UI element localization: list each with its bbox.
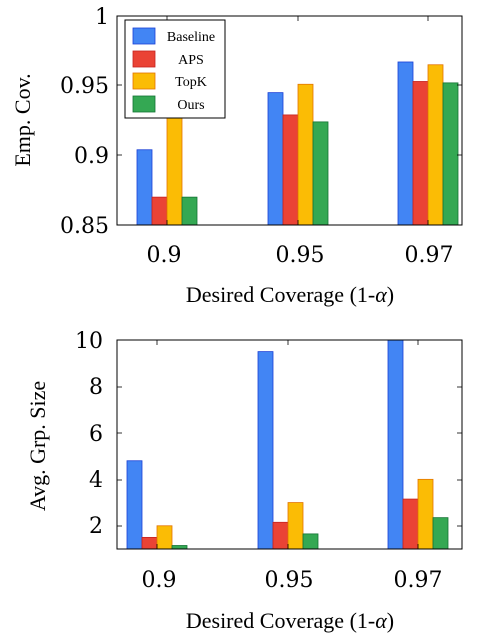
chart-emp-cov: 0.85 0.9 0.95 1 0.9 0.95 0.97 Emp. Cov. … [10,5,463,307]
bar-aps-0.95 [282,114,299,226]
y-tick-label: 0.85 [60,214,109,239]
chart-avg-grp-size: 2 4 6 8 10 0.9 0.95 0.97 Avg. Grp. Size … [25,329,463,633]
x-axis-title-close: ) [387,282,394,307]
y-tick-label: 0.9 [74,144,109,169]
legend-label-ours: Ours [177,98,204,113]
bar-aps-0.97 [412,81,429,226]
bar-ours-0.97 [432,517,449,550]
y-tick-label: 1 [95,5,109,30]
x-tick-label: 0.9 [142,568,177,593]
x-tick-label: 0.95 [265,568,314,593]
bar-aps-0.9 [151,196,168,226]
bar-baseline-0.95 [267,92,284,226]
legend-swatch-topk [132,72,156,90]
bar-ours-0.9 [181,196,198,226]
y-axis-title: Avg. Grp. Size [25,381,50,511]
bar-ours-0.95 [312,121,329,226]
bar-baseline-0.9 [136,149,153,226]
bar-topk-0.9 [166,113,183,226]
bar-ours-0.9 [171,545,188,550]
legend-label-topk: TopK [175,75,207,90]
bar-topk-0.95 [287,502,304,550]
x-tick-label: 0.97 [405,243,454,268]
x-axis-title-text: Desired Coverage (1- [186,282,375,307]
bars [126,339,449,550]
bar-topk-0.97 [427,64,444,226]
x-tick-label: 0.9 [147,243,182,268]
bar-baseline-0.9 [126,460,143,550]
bar-topk-0.95 [297,83,314,226]
legend-swatch-aps [132,50,156,68]
legend-swatch-ours [132,95,156,113]
bar-topk-0.97 [417,478,434,550]
x-tick-label: 0.95 [276,243,325,268]
y-tick-label: 2 [89,514,103,539]
plot-frame [116,15,463,226]
bar-aps-0.97 [402,498,419,550]
legend-label-baseline: Baseline [167,30,215,45]
y-tick-label: 6 [89,422,103,447]
x-tick-label: 0.97 [394,568,443,593]
y-tick-label: 0.95 [60,74,109,99]
bar-baseline-0.97 [387,339,404,550]
bar-baseline-0.97 [397,61,414,226]
bars [136,61,459,226]
alpha-symbol: α [375,608,387,633]
y-axis-title: Emp. Cov. [10,73,35,166]
legend-label-aps: APS [178,53,204,68]
bar-ours-0.97 [442,82,459,226]
tick-marks [117,339,462,549]
legend: Baseline APS TopK Ours [124,19,226,119]
bar-baseline-0.95 [257,351,274,550]
bar-topk-0.9 [156,525,173,550]
bar-aps-0.95 [272,521,289,550]
tick-marks [117,15,462,226]
y-tick-label: 8 [89,375,103,400]
bar-aps-0.9 [141,536,158,550]
x-axis-title-close: ) [387,608,394,633]
bar-ours-0.95 [302,533,319,550]
legend-swatch-baseline [132,27,156,45]
x-axis-title: Desired Coverage (1-α) [186,608,394,633]
y-tick-label: 10 [75,329,103,354]
x-axis-title: Desired Coverage (1-α) [186,282,394,307]
x-axis-title-text: Desired Coverage (1- [186,608,375,633]
alpha-symbol: α [375,282,387,307]
plot-frame [116,339,463,550]
y-tick-label: 4 [89,468,103,493]
